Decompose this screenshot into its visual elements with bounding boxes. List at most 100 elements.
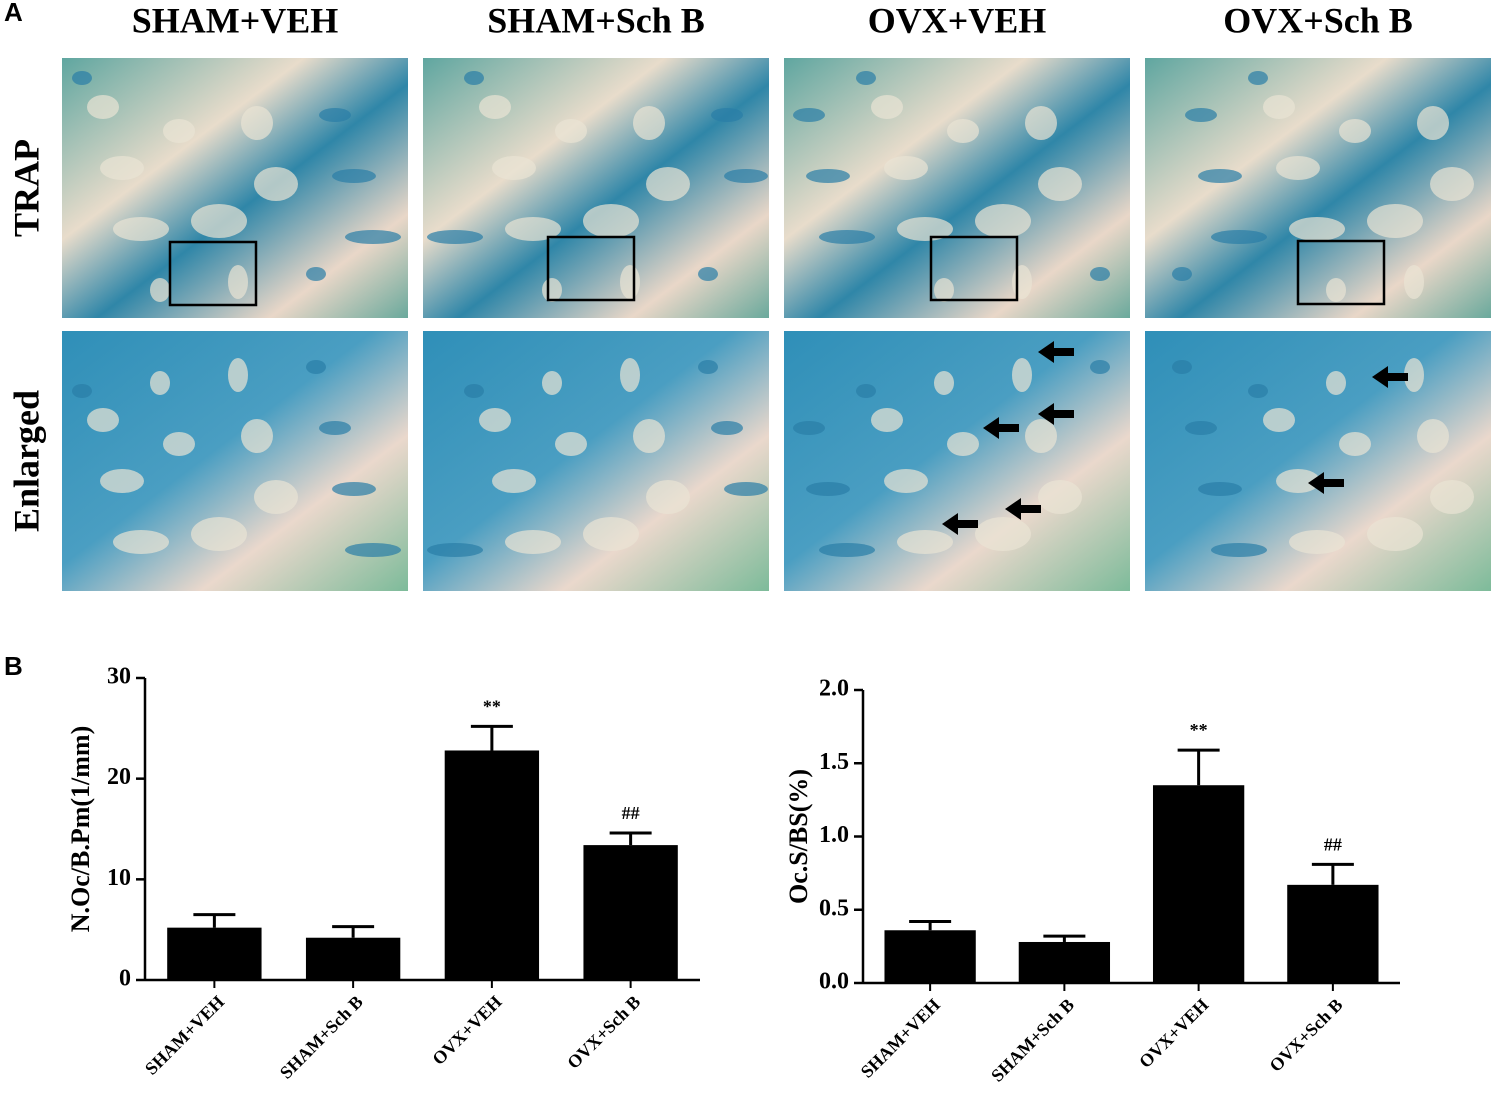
tissue-blob xyxy=(1211,543,1267,557)
y-tick-label: 20 xyxy=(107,764,131,790)
tissue-blob xyxy=(1339,432,1371,456)
tissue-blob xyxy=(319,108,351,122)
column-header: SHAM+Sch B xyxy=(487,0,705,40)
y-tick-label: 30 xyxy=(107,664,131,690)
column-header: SHAM+VEH xyxy=(132,0,339,40)
arrow xyxy=(1038,403,1074,425)
tissue-blob xyxy=(884,156,928,180)
bar xyxy=(1018,941,1111,983)
column-header: OVX+Sch B xyxy=(1223,0,1413,40)
tissue-blob xyxy=(856,384,876,398)
tissue-blob xyxy=(1248,71,1268,85)
tissue-blob xyxy=(163,119,195,143)
tissue-blob xyxy=(793,421,825,435)
bar xyxy=(305,937,401,980)
bar xyxy=(444,750,540,980)
tissue-blob xyxy=(306,267,326,281)
bar xyxy=(1152,785,1245,983)
tissue-blob xyxy=(332,169,376,183)
row-label: Enlarged xyxy=(6,390,46,532)
tissue-blob xyxy=(464,71,484,85)
x-tick-label: OVX+VEH xyxy=(1135,995,1212,1072)
tissue-blob xyxy=(884,469,928,493)
tissue-blob xyxy=(975,517,1031,551)
tissue-blob xyxy=(897,530,953,554)
tissue-blob xyxy=(1198,169,1242,183)
tissue-blob xyxy=(228,265,248,299)
tissue-blob xyxy=(150,371,170,395)
tissue-blob xyxy=(427,543,483,557)
arrow xyxy=(1005,498,1041,520)
tissue-blob xyxy=(1367,204,1423,238)
micrograph xyxy=(423,58,769,318)
significance-label: ** xyxy=(1190,720,1208,740)
tissue-blob xyxy=(1276,469,1320,493)
tissue-blob xyxy=(633,106,665,140)
tissue-blob xyxy=(87,408,119,432)
tissue-blob xyxy=(1025,419,1057,453)
tissue-blob xyxy=(975,204,1031,238)
tissue-blob xyxy=(150,278,170,302)
tissue-blob xyxy=(711,108,743,122)
arrow xyxy=(1308,472,1344,494)
tissue-blob xyxy=(87,95,119,119)
tissue-blob xyxy=(724,169,768,183)
tissue-blob xyxy=(793,108,825,122)
tissue-blob xyxy=(1417,106,1449,140)
tissue-blob xyxy=(1090,360,1110,374)
tissue-blob xyxy=(620,265,640,299)
tissue-blob xyxy=(254,480,298,514)
y-axis-label: Oc.S/BS(%) xyxy=(784,769,813,904)
tissue-blob xyxy=(934,278,954,302)
y-tick-label: 0 xyxy=(119,966,131,992)
tissue-blob xyxy=(819,230,875,244)
tissue-blob xyxy=(1326,278,1346,302)
tissue-blob xyxy=(319,421,351,435)
tissue-blob xyxy=(555,432,587,456)
tissue-blob xyxy=(306,360,326,374)
tissue-blob xyxy=(1172,360,1192,374)
tissue-blob xyxy=(479,95,511,119)
tissue-blob xyxy=(583,204,639,238)
tissue-blob xyxy=(1367,517,1423,551)
tissue-blob xyxy=(856,71,876,85)
inset-box xyxy=(1296,239,1386,306)
tissue-blob xyxy=(100,156,144,180)
y-tick-label: 10 xyxy=(107,865,131,891)
tissue-blob xyxy=(555,119,587,143)
tissue-blob xyxy=(934,371,954,395)
tissue-blob xyxy=(806,169,850,183)
tissue-blob xyxy=(698,267,718,281)
tissue-blob xyxy=(113,217,169,241)
tissue-blob xyxy=(100,469,144,493)
y-tick-label: 1.0 xyxy=(819,822,849,848)
tissue-blob xyxy=(72,384,92,398)
y-tick-label: 2.0 xyxy=(819,676,849,702)
tissue-blob xyxy=(1430,167,1474,201)
tissue-blob xyxy=(1339,119,1371,143)
tissue-blob xyxy=(505,217,561,241)
panel-label: B xyxy=(4,651,23,681)
y-tick-label: 0.0 xyxy=(819,969,849,995)
tissue-blob xyxy=(113,530,169,554)
tissue-blob xyxy=(947,119,979,143)
tissue-blob xyxy=(492,156,536,180)
tissue-blob xyxy=(724,482,768,496)
x-tick-label: OVX+VEH xyxy=(428,992,505,1069)
tissue-blob xyxy=(1404,358,1424,392)
tissue-blob xyxy=(241,419,273,453)
x-tick-label: SHAM+VEH xyxy=(141,992,228,1079)
x-tick-label: OVX+Sch B xyxy=(563,992,644,1073)
tissue-blob xyxy=(897,217,953,241)
significance-label: ** xyxy=(483,696,501,716)
tissue-blob xyxy=(1012,358,1032,392)
tissue-blob xyxy=(332,482,376,496)
tissue-blob xyxy=(1430,480,1474,514)
x-tick-label: SHAM+Sch B xyxy=(987,995,1078,1086)
inset-box xyxy=(929,235,1019,302)
y-tick-label: 1.5 xyxy=(819,749,849,775)
tissue-blob xyxy=(464,384,484,398)
tissue-blob xyxy=(1211,230,1267,244)
tissue-blob xyxy=(1248,384,1268,398)
